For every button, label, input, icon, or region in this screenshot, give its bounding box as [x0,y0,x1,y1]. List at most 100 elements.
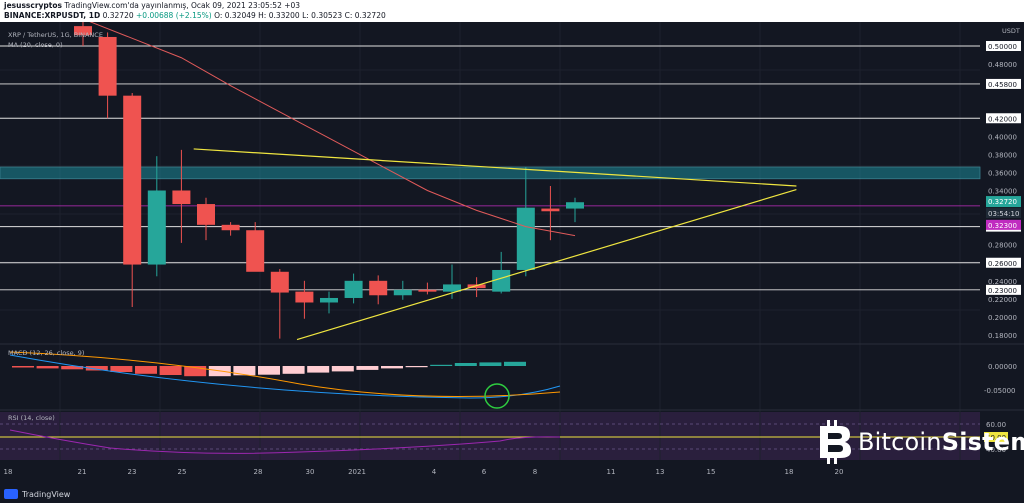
candle [566,197,584,223]
candle [516,167,535,277]
x-axis-label: 8 [533,468,537,476]
macd-histogram-bar [430,364,453,366]
rsi-tick-label: 50.00 [986,434,1006,442]
bitcoin-mark-icon [820,420,851,464]
candle-body [516,207,535,270]
macd-histogram-bar [233,366,256,376]
candle-body [393,289,412,296]
candle-body [147,190,166,265]
tradingview-icon [4,489,18,499]
macd-zero-label: 0.00000 [988,363,1017,371]
magenta-badge-text: 0.32300 [988,222,1017,230]
candle-body [320,297,338,303]
macd-histogram-bar [258,366,280,375]
macd-neg-label: -0.05000 [984,387,1015,395]
macd-histogram-bar [282,366,305,374]
macd-histogram-bar [85,366,108,371]
candle [418,282,437,295]
current-price-badge [986,196,1021,208]
x-axis-label: 13 [656,468,665,476]
candle [369,275,388,305]
macd-histogram-bar [307,366,330,373]
candle [270,269,289,339]
candle [221,222,240,236]
price-level-badge [986,257,1021,268]
tradingview-logo[interactable]: TradingView [4,489,70,499]
candle-body [467,284,486,289]
magenta-badge [986,219,1021,230]
tradingview-text: TradingView [22,489,71,499]
x-axis-label: 18 [785,468,794,476]
author-name[interactable]: jesusscryptos [4,1,62,10]
candle [246,222,265,272]
price-level-badge [986,78,1021,89]
price-tick-label: 0.45800 [988,81,1017,89]
candle [467,277,486,298]
price-tick-label: 0.38000 [988,151,1017,159]
price-tick-label: 0.48000 [988,61,1017,69]
macd-histogram-bar [479,362,502,366]
candle [197,197,215,241]
price-tick-label: 0.22000 [988,296,1017,304]
macd-pane-label: MACD (12, 26, close, 9) [8,349,85,357]
price-tick-label: 0.23000 [988,287,1017,295]
candle [393,280,412,300]
macd-histogram-bar [61,366,84,370]
rsi-tick-label: 60.00 [986,421,1006,429]
trendline-upper [193,148,797,187]
macd-histogram-bar [356,366,379,370]
x-axis-label: 23 [128,468,137,476]
macd-histogram-bar [184,366,207,377]
macd-histogram-bar [110,366,133,372]
x-axis-label: 20 [835,468,844,476]
candle-body [418,289,437,292]
candle-body [443,284,461,292]
candle [344,273,363,304]
ma-pane-label: MA (20, close, 0) [8,41,63,49]
macd-histogram-bar [381,366,403,369]
symbol-label: BINANCE:XRPUSDT, 1D [4,11,101,20]
price-change: +0.00688 (+2.15%) [136,11,212,20]
ma-line [82,18,576,237]
x-axis-label: 2021 [348,468,366,476]
candle-body [98,36,117,96]
x-axis-label: 30 [306,468,315,476]
price-tick-label: 0.18000 [988,332,1017,340]
candle-body [566,202,584,209]
macd-histogram-bar [405,366,428,368]
candle-body [221,224,240,231]
price-tick-label: 0.36000 [988,169,1017,177]
x-axis-label: 28 [254,468,263,476]
price-tick-label: 0.40000 [988,133,1017,141]
rsi-line [9,429,561,454]
bitcoinsistemi-logo: BitcoinSistemi [818,420,1024,464]
x-axis-label: 6 [482,468,487,476]
price-level-badge [986,284,1021,295]
bitcoinsistemi-text: BitcoinSistemi [858,428,1024,456]
candle-body [172,190,191,205]
macd-histogram-bar [135,366,157,374]
candle-body [541,208,560,212]
crossover-circle [484,383,510,409]
candle-body [246,230,265,272]
header-bar: jesusscryptos TradingView.com'da yayınla… [0,0,1024,22]
candle [147,156,166,277]
resistance-zone [0,166,981,180]
price-tick-label: 0.24000 [988,278,1017,286]
candle [98,32,117,119]
price-tick-label: 0.34000 [988,188,1017,196]
current-price-text: 0.32720 [988,198,1017,206]
price-level-badge [986,113,1021,124]
header-line-2: BINANCE:XRPUSDT, 1D 0.32720 +0.00688 (+2… [4,11,386,20]
x-axis-label: 18 [4,468,13,476]
macd-histogram-bar [159,366,182,375]
countdown-text: 03:54:10 [988,210,1019,218]
price-now: 0.32720 [102,11,134,20]
candle [492,251,511,294]
macd-histogram-bar [504,361,526,366]
candle-body [74,26,92,36]
price-tick-label: 0.26000 [988,260,1017,268]
candle-body [197,204,215,225]
header-line-1: jesusscryptos TradingView.com'da yayınla… [4,1,300,10]
